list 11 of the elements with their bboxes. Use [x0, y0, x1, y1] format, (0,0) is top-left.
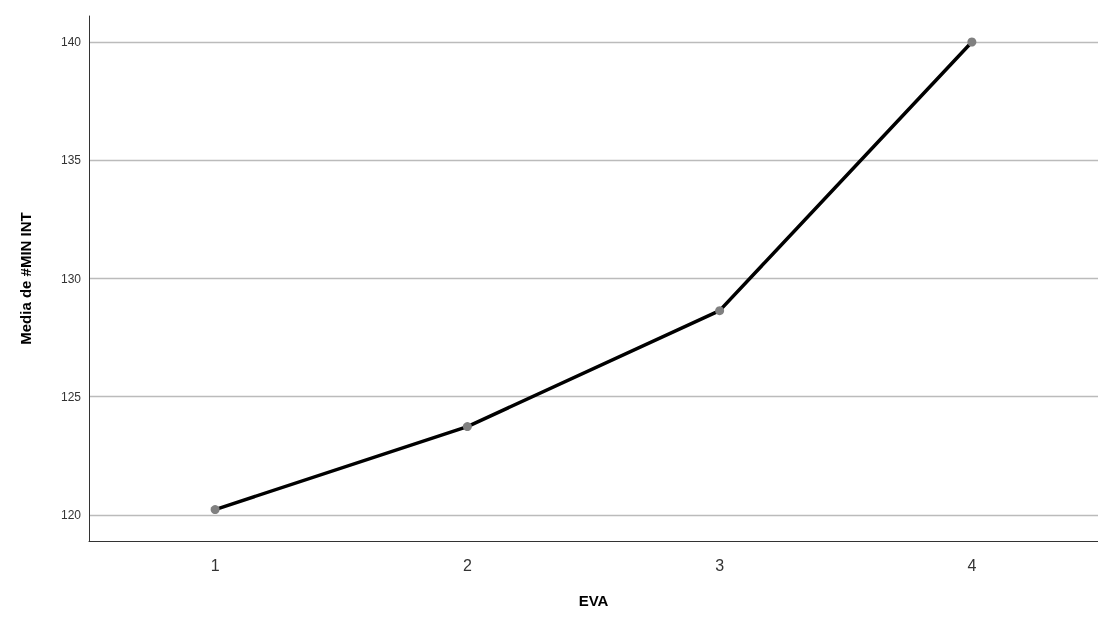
x-tick-label: 3 — [715, 556, 725, 574]
y-tick-label: 135 — [60, 153, 82, 168]
y-tick-label: 125 — [60, 389, 82, 404]
x-axis-title: EVA — [578, 592, 609, 609]
x-tick-label: 2 — [462, 556, 472, 574]
x-tick-label: 4 — [967, 556, 977, 574]
y-axis-title: Media de #MIN INT — [17, 212, 34, 345]
y-tick-label: 130 — [60, 271, 82, 286]
y-tick-label: 140 — [60, 35, 82, 50]
x-tick-label: 1 — [210, 556, 220, 574]
y-tick-label: 120 — [60, 507, 82, 522]
